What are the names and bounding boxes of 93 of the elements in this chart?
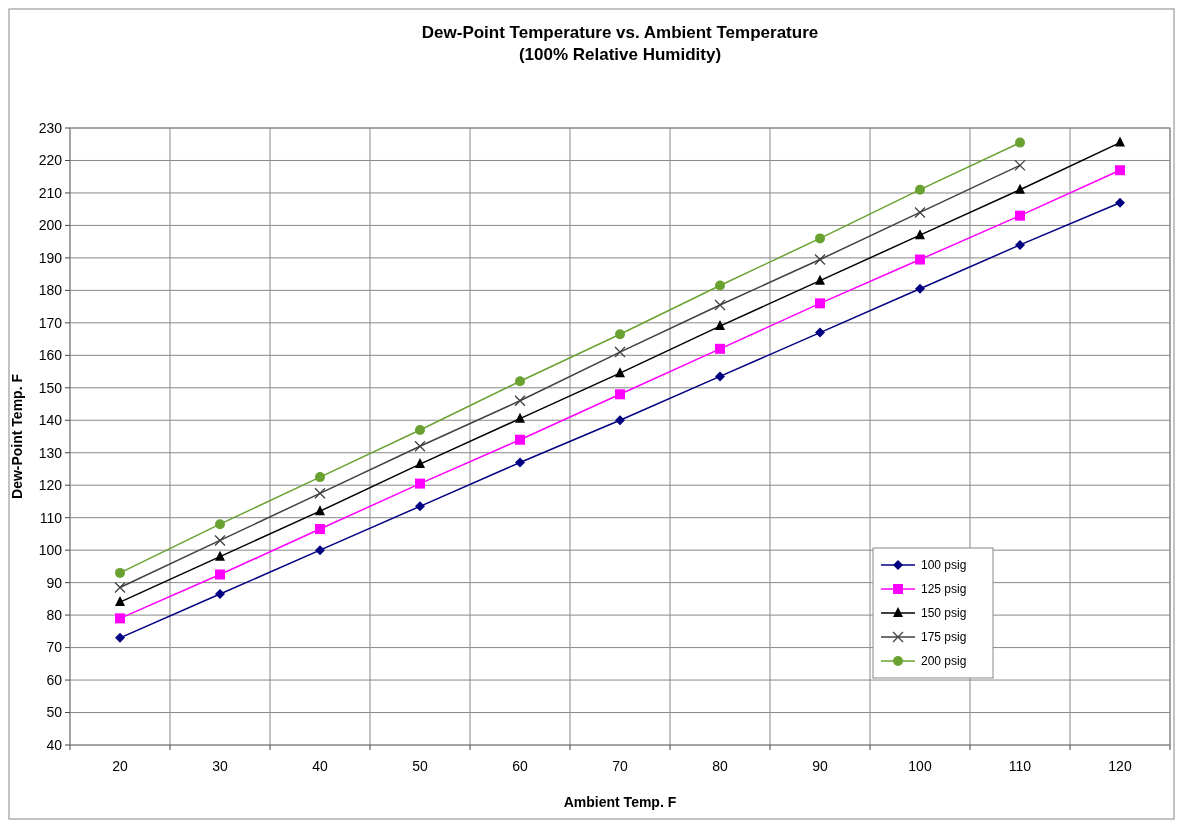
point	[615, 415, 625, 426]
legend-label: 175 psig	[921, 630, 967, 645]
point	[415, 458, 425, 469]
point	[714, 299, 726, 311]
x-tick-label: 100	[908, 758, 932, 774]
y-tick-label: 60	[46, 671, 63, 688]
point	[615, 329, 625, 340]
point	[715, 371, 725, 382]
x-tick-label: 70	[612, 758, 628, 774]
point	[514, 395, 526, 407]
point	[115, 632, 125, 643]
point	[915, 184, 925, 195]
y-tick-label: 150	[38, 379, 63, 396]
chart-subtitle: (100% Relative Humidity)	[518, 45, 722, 64]
legend-label: 100 psig	[921, 558, 967, 573]
point	[1015, 210, 1025, 221]
point	[515, 412, 525, 423]
x-tick-label: 30	[212, 758, 228, 774]
point	[1115, 165, 1125, 176]
point	[315, 472, 325, 483]
y-tick-label: 190	[38, 249, 63, 266]
point	[115, 567, 125, 578]
y-tick-label: 50	[46, 704, 63, 721]
point	[515, 457, 525, 468]
point	[314, 487, 326, 499]
point	[814, 253, 826, 266]
point	[515, 434, 525, 445]
point	[415, 425, 425, 436]
point	[615, 389, 625, 400]
y-tick-label: 180	[38, 282, 63, 299]
point	[1015, 239, 1025, 250]
point	[915, 254, 925, 265]
y-tick-label: 200	[38, 217, 63, 234]
y-tick-label: 80	[46, 607, 63, 624]
y-tick-label: 140	[38, 412, 63, 429]
point	[914, 206, 926, 219]
point	[815, 233, 825, 244]
point	[614, 346, 626, 358]
y-tick-label: 210	[38, 184, 63, 201]
y-tick-label: 160	[38, 347, 63, 364]
point	[414, 440, 426, 452]
point	[915, 229, 925, 240]
x-tick-label: 90	[812, 758, 828, 774]
point	[515, 376, 525, 387]
y-tick-label: 170	[38, 314, 63, 331]
point	[315, 545, 325, 556]
point	[114, 581, 126, 594]
x-tick-label: 60	[512, 758, 528, 774]
point	[415, 478, 425, 489]
y-tick-label: 230	[38, 119, 63, 136]
point	[215, 569, 225, 580]
point	[915, 283, 925, 294]
x-tick-label: 20	[112, 758, 128, 774]
x-tick-label: 40	[312, 758, 328, 774]
x-tick-label: 50	[412, 758, 428, 774]
y-tick-label: 40	[46, 736, 63, 753]
chart-title: Dew-Point Temperature vs. Ambient Temperature	[421, 23, 819, 42]
y-tick-label: 70	[46, 639, 63, 656]
y-tick-label: 90	[46, 574, 63, 591]
x-tick-label: 80	[712, 758, 728, 774]
x-axis-title: Ambient Temp. F	[563, 794, 677, 810]
y-tick-label: 220	[38, 152, 63, 169]
point	[215, 589, 225, 599]
legend-label: 125 psig	[921, 582, 967, 597]
point	[715, 320, 725, 331]
legend-label: 150 psig	[921, 606, 967, 621]
point	[215, 519, 225, 530]
y-tick-label: 100	[38, 542, 63, 559]
point	[415, 501, 425, 512]
point	[1015, 183, 1025, 194]
point	[1115, 197, 1125, 208]
point	[1015, 137, 1025, 148]
point	[115, 596, 125, 607]
point	[215, 550, 225, 561]
legend-label: 200 psig	[921, 654, 967, 669]
point	[1115, 136, 1125, 147]
y-axis-title: Dew-Point Temp. F	[9, 373, 25, 499]
point	[715, 343, 725, 354]
x-tick-label: 110	[1008, 758, 1032, 774]
point	[214, 534, 226, 547]
point	[715, 280, 725, 291]
point	[615, 367, 625, 378]
point	[115, 613, 125, 624]
y-tick-label: 130	[38, 444, 63, 461]
y-tick-label: 120	[38, 477, 63, 494]
point	[1014, 159, 1026, 171]
x-tick-label: 120	[1108, 758, 1132, 774]
point	[315, 524, 325, 535]
point	[815, 298, 825, 309]
point	[315, 505, 325, 516]
point	[815, 327, 825, 338]
point	[815, 274, 825, 285]
y-tick-label: 110	[39, 509, 63, 526]
